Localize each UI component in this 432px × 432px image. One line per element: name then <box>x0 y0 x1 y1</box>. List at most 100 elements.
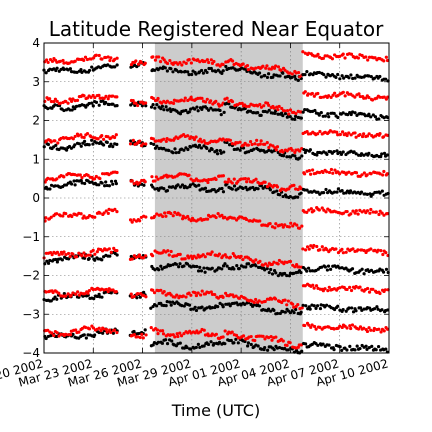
data-point <box>364 55 368 59</box>
data-point <box>232 341 236 345</box>
data-point <box>258 259 262 263</box>
data-point <box>178 252 182 257</box>
data-point <box>266 307 271 311</box>
data-point <box>376 307 380 311</box>
data-point <box>378 131 382 136</box>
data-point <box>305 210 309 214</box>
data-point <box>115 210 119 214</box>
data-point <box>332 287 336 291</box>
data-point <box>358 346 362 351</box>
data-point <box>335 130 339 134</box>
data-point <box>258 219 262 223</box>
data-point <box>201 71 206 75</box>
data-point <box>176 183 180 187</box>
data-point <box>335 190 339 194</box>
data-point <box>207 66 211 71</box>
data-point <box>285 303 289 307</box>
data-point <box>184 61 188 65</box>
data-point <box>169 333 173 337</box>
data-point <box>351 209 355 213</box>
data-point <box>171 214 175 218</box>
data-point <box>54 257 58 262</box>
data-point <box>265 267 269 271</box>
data-point <box>48 187 52 191</box>
data-point <box>349 112 353 117</box>
data-point <box>143 180 147 184</box>
data-point <box>250 142 254 147</box>
data-point <box>243 302 247 306</box>
data-point <box>188 183 193 187</box>
data-point <box>82 333 86 337</box>
data-point <box>374 348 378 352</box>
data-point <box>246 143 250 147</box>
data-point <box>207 149 212 153</box>
data-point <box>383 288 387 292</box>
data-point <box>200 96 204 100</box>
data-point <box>246 177 251 181</box>
data-point <box>150 175 154 179</box>
data-point <box>362 132 366 136</box>
data-point <box>272 190 276 194</box>
data-point <box>178 61 182 65</box>
data-point <box>230 105 234 109</box>
data-point <box>283 111 288 116</box>
data-point <box>129 292 133 296</box>
data-point <box>338 324 342 328</box>
data-point <box>252 300 256 305</box>
data-point <box>193 107 197 111</box>
data-point <box>274 148 278 152</box>
data-point <box>353 211 357 215</box>
data-point <box>100 258 104 262</box>
data-point <box>303 108 307 112</box>
data-point <box>165 300 169 304</box>
data-point <box>182 99 186 103</box>
data-point <box>103 184 107 188</box>
data-point <box>165 188 170 193</box>
data-point <box>249 342 253 347</box>
data-point <box>367 74 371 78</box>
data-point <box>199 68 204 73</box>
data-point <box>272 183 276 188</box>
data-point <box>345 326 349 330</box>
data-point <box>327 325 331 329</box>
data-point <box>154 175 158 179</box>
data-point <box>142 183 146 187</box>
data-point <box>246 67 250 72</box>
data-point <box>382 151 387 155</box>
data-point <box>239 177 243 181</box>
data-point <box>285 115 289 119</box>
data-point <box>219 113 223 117</box>
data-point <box>270 262 274 267</box>
data-point <box>91 142 95 146</box>
data-point <box>380 152 384 156</box>
data-point <box>134 59 138 63</box>
data-point <box>149 306 153 310</box>
data-point <box>113 57 117 61</box>
data-point <box>91 287 95 292</box>
data-point <box>70 99 74 103</box>
data-point <box>273 297 278 301</box>
data-point <box>115 63 119 67</box>
data-point <box>345 209 349 214</box>
data-point <box>87 101 91 106</box>
data-point <box>221 295 225 299</box>
data-point <box>263 299 267 304</box>
data-point <box>285 155 289 159</box>
data-point <box>314 284 319 288</box>
data-point <box>291 302 295 306</box>
data-point <box>182 148 186 152</box>
data-point <box>189 95 193 99</box>
data-point <box>261 263 265 267</box>
data-point <box>218 187 222 191</box>
data-point <box>109 142 113 146</box>
data-point <box>97 292 101 296</box>
data-point <box>353 111 357 115</box>
data-point <box>281 225 285 229</box>
data-point <box>188 347 193 351</box>
data-point <box>228 255 233 259</box>
data-point <box>215 152 220 156</box>
data-point <box>220 267 224 271</box>
data-point <box>207 334 211 338</box>
data-point <box>175 293 179 297</box>
data-point <box>196 269 201 273</box>
